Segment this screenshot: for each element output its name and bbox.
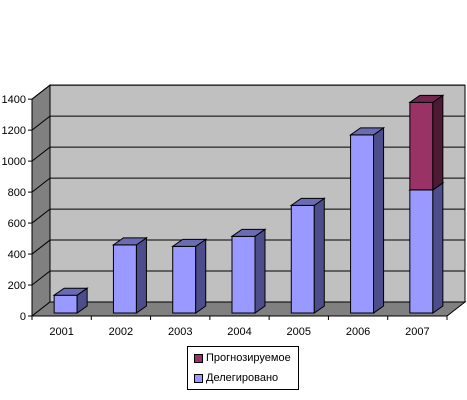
bar-top-2001-s0	[52, 287, 89, 296]
bar-top-2003-s0	[171, 238, 208, 247]
gridline-800	[31, 177, 465, 193]
legend-label-delegated: Делегировано	[206, 372, 279, 384]
bar-2007-s1	[409, 101, 434, 191]
bar-2005-s0	[290, 204, 315, 314]
legend-swatch-delegated	[194, 373, 203, 383]
bar-top-2006-s0	[348, 127, 386, 136]
y-tick-label: 1400	[2, 94, 26, 106]
x-tick-label: 2006	[346, 326, 370, 338]
x-tick-label: 2004	[227, 326, 251, 338]
x-tick-label: 2005	[287, 326, 311, 338]
bar-side-2007-s0	[432, 181, 444, 314]
bar-top-2007-s1	[408, 94, 445, 103]
y-tick-label: 1200	[2, 125, 26, 137]
bar-top-2004-s0	[230, 228, 267, 237]
bar-top-2005-s0	[289, 197, 326, 206]
bar-2006-s0	[350, 134, 375, 314]
gridline-1000	[31, 146, 465, 162]
x-tick-label: 2001	[49, 326, 73, 338]
bar-2007-s0	[409, 189, 434, 314]
y-tick-label: 0	[20, 311, 26, 323]
x-tick-label: 2007	[405, 326, 429, 338]
gridline-200	[31, 270, 465, 286]
gridline-1400	[31, 84, 465, 100]
plot-side-wall	[31, 84, 51, 318]
gridline-400	[31, 239, 465, 255]
x-tick-label: 2002	[109, 326, 133, 338]
gridline-1200	[31, 115, 465, 131]
bar-side-2007-s1	[432, 94, 444, 191]
bar-side-2004-s0	[254, 228, 266, 314]
y-tick-label: 800	[8, 187, 26, 199]
bar-2003-s0	[172, 245, 197, 314]
bar-2001-s0	[53, 294, 78, 314]
y-tick-label: 1000	[2, 156, 26, 168]
legend-item-forecast: Прогнозируемое	[194, 351, 291, 365]
bar-side-2005-s0	[313, 197, 325, 314]
bar-top-2002-s0	[111, 237, 149, 246]
y-tick-label: 600	[8, 218, 26, 230]
legend-label-forecast: Прогнозируемое	[206, 352, 291, 364]
bar-side-2003-s0	[195, 238, 207, 314]
gridline-600	[31, 208, 465, 224]
legend-item-delegated: Делегировано	[194, 371, 278, 385]
legend-swatch-forecast	[194, 353, 203, 363]
bar-side-2006-s0	[373, 126, 385, 314]
bar-2004-s0	[231, 235, 256, 314]
y-tick-label: 400	[8, 249, 26, 261]
x-tick-label: 2003	[168, 326, 192, 338]
bar-side-2002-s0	[135, 236, 147, 314]
bar-2002-s0	[112, 244, 137, 314]
chart-legend: Прогнозируемое Делегировано	[187, 346, 299, 390]
y-tick-label: 200	[8, 280, 26, 292]
